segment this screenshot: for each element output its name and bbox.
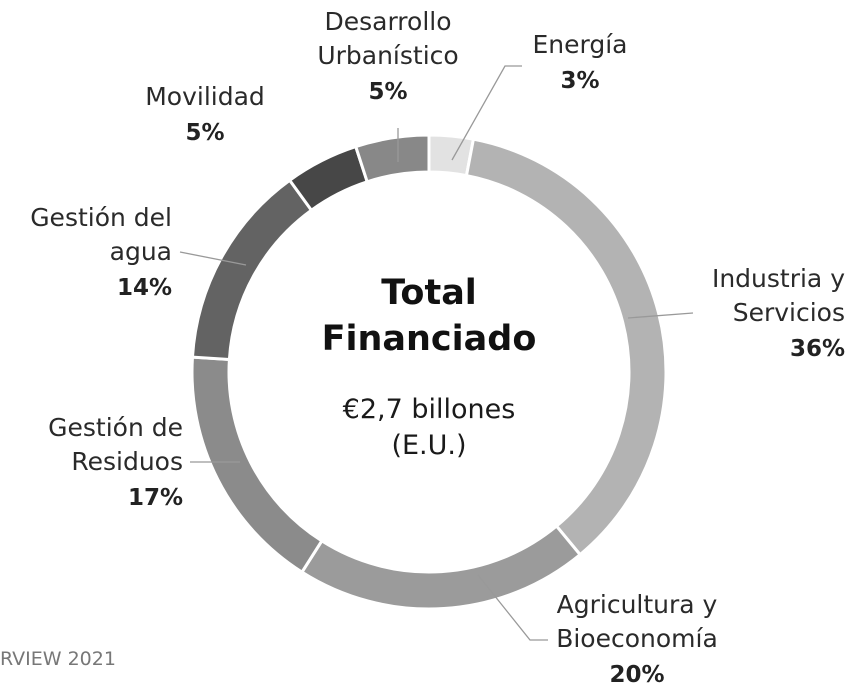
leader-line [451, 65, 522, 161]
slice-label: Industria y Servicios 36% [712, 262, 845, 368]
source: RVIEW 2021 [0, 648, 116, 670]
category-label: Desarrollo Urbanístico [317, 7, 459, 70]
leader-line [179, 251, 247, 266]
value-label: 20% [609, 662, 665, 688]
slice-label: Desarrollo Urbanístico 5% [317, 5, 458, 111]
value-label: 36% [789, 336, 845, 362]
value-label: 5% [368, 79, 408, 105]
value-label: 17% [127, 485, 183, 511]
slice-label: Agricultura y Bioeconomía 20% [556, 588, 718, 694]
donut-slice [353, 133, 431, 184]
category-label: Energía [532, 30, 628, 59]
donut-slice [190, 355, 324, 575]
category-label: Movilidad [145, 82, 265, 111]
category-label: Gestión de Residuos [48, 413, 183, 476]
value-label: 14% [116, 275, 172, 301]
category-label: Agricultura y Bioeconomía [556, 590, 718, 653]
category-label: Industria y Servicios [711, 264, 845, 327]
slice-label: Gestión de Residuos 17% [48, 411, 183, 517]
value-label: 3% [560, 68, 600, 94]
center-title: Total Financiado [321, 273, 537, 359]
category-label: Gestión del agua [30, 203, 172, 266]
donut-slice [299, 523, 583, 611]
slice-label: Movilidad 5% [145, 80, 265, 152]
slice-label: Gestión del agua 14% [30, 201, 172, 307]
value-label: 5% [185, 120, 225, 146]
center-subtitle: €2,7 billones (E.U.) [342, 394, 516, 461]
leader-line [477, 574, 548, 641]
slice-label: Energía 3% [533, 28, 628, 100]
leader-line [627, 312, 694, 319]
